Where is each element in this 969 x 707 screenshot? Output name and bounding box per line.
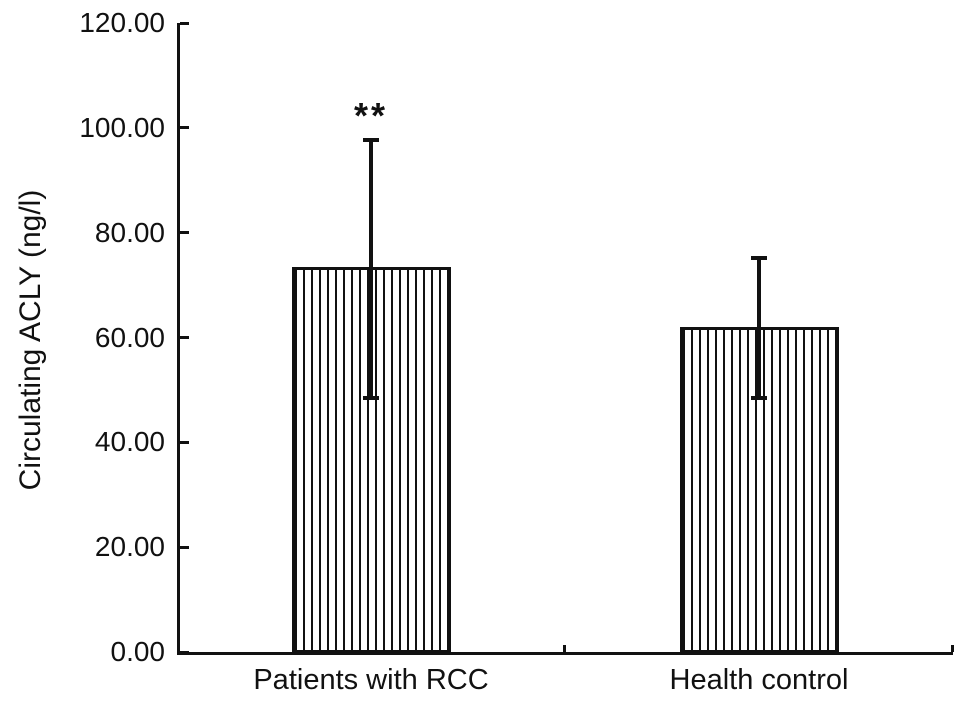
y-tick-label: 80.00: [94, 216, 165, 248]
y-tick-label: 0.00: [110, 636, 166, 667]
y-tick-label: 60.00: [94, 321, 165, 353]
error-bar-cap-bottom-inner: [363, 396, 379, 401]
error-bar-line-inner: [369, 266, 373, 401]
error-bar-cap-bottom-inner: [751, 396, 767, 401]
y-tick-mark: [180, 21, 189, 25]
y-tick-mark: [180, 336, 189, 339]
y-tick-label: 100.00: [79, 111, 165, 143]
y-tick-mark: [180, 545, 189, 549]
y-tick-mark: [180, 650, 189, 654]
x-category-label: Health control: [669, 664, 849, 696]
x-category-label: Patients with RCC: [253, 664, 489, 696]
x-tick-mark: [951, 645, 954, 652]
error-bar-cap-top: [751, 256, 767, 261]
y-tick-label: 120.00: [79, 7, 165, 38]
y-tick-label: 20.00: [94, 531, 165, 563]
x-tick-mark: [563, 645, 566, 652]
significance-marker: **: [353, 95, 389, 137]
error-bar-line-inner: [757, 327, 761, 401]
error-bar-cap-top: [363, 138, 379, 143]
y-tick-label: 40.00: [94, 426, 165, 458]
y-tick-mark: [180, 231, 189, 235]
y-axis-line: [177, 23, 180, 655]
y-tick-mark: [180, 440, 189, 444]
x-axis-line: [177, 652, 953, 655]
y-tick-mark: [180, 126, 189, 130]
